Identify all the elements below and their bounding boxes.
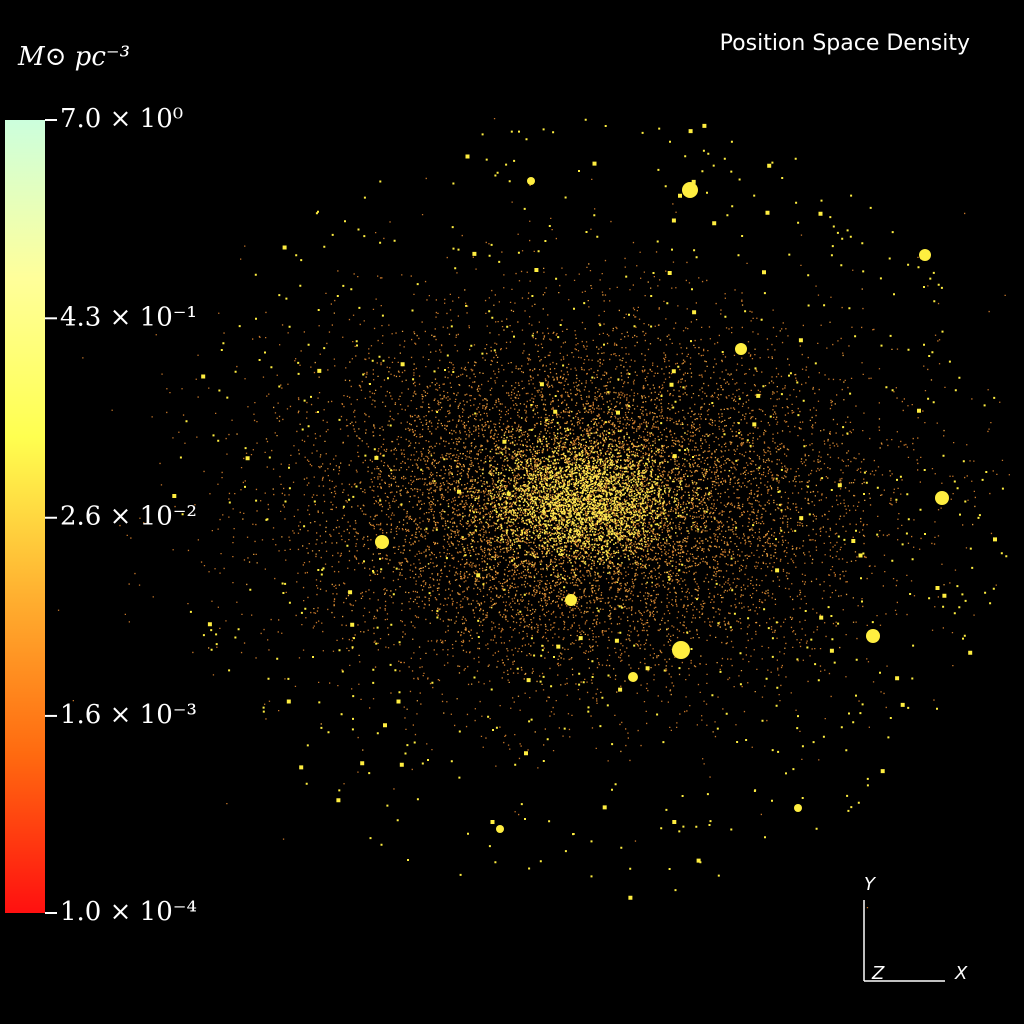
- chart-title: Position Space Density: [720, 31, 970, 56]
- satellite-clump: [628, 672, 638, 682]
- satellite-clump: [527, 177, 535, 185]
- colorbar-tick-label: 7.0 × 10⁰: [60, 104, 183, 134]
- satellite-clump: [935, 491, 949, 505]
- satellite-clump: [496, 825, 504, 833]
- particle-cloud: [16, 118, 1010, 909]
- satellite-clump: [375, 535, 389, 549]
- triad-label: Y: [864, 874, 877, 895]
- colorbar-tick-label: 2.6 × 10⁻²: [60, 502, 197, 532]
- colorbar-label: M⊙ pc⁻³: [17, 42, 130, 72]
- satellite-clump: [682, 182, 698, 198]
- triad-label: Z: [871, 963, 885, 984]
- colorbar-tick-label: 1.6 × 10⁻³: [60, 700, 197, 730]
- colorbar-tick-label: 1.0 × 10⁻⁴: [60, 897, 197, 927]
- satellite-clump: [672, 641, 690, 659]
- particle-layer: [427, 406, 731, 630]
- colorbar: [5, 120, 45, 913]
- satellite-clump: [866, 629, 880, 643]
- triad-label: X: [954, 963, 968, 984]
- axes-triad: Y Z X: [863, 874, 968, 984]
- colorbar-tick-label: 4.3 × 10⁻¹: [60, 302, 197, 332]
- satellite-clump: [794, 804, 802, 812]
- satellite-clump: [735, 343, 747, 355]
- satellite-clump: [565, 594, 577, 606]
- satellite-clump: [919, 249, 931, 261]
